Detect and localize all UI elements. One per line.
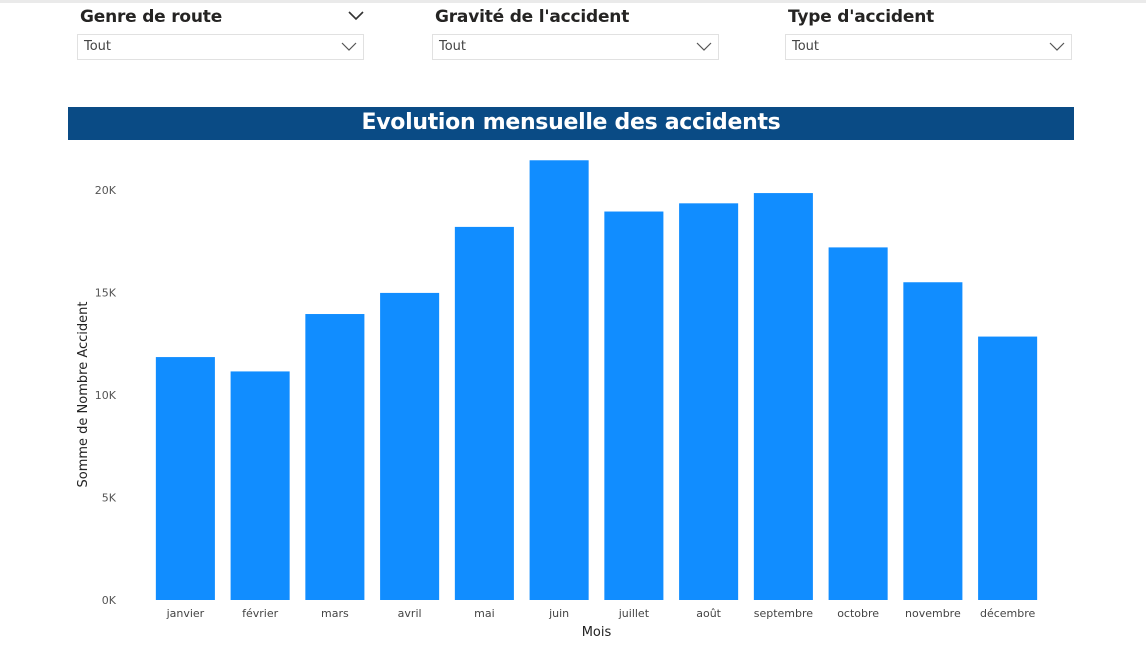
slicer-selected-value: Tout <box>439 39 467 54</box>
slicer-selected-value: Tout <box>792 39 820 54</box>
slicer-dropdown[interactable]: Tout <box>77 34 364 60</box>
bar-octobre[interactable] <box>828 247 888 600</box>
x-tick-label: mars <box>321 607 349 620</box>
x-tick-label: avril <box>398 607 422 620</box>
y-axis-label: Somme de Nombre Accident <box>76 302 91 488</box>
chevron-down-icon <box>1049 42 1065 51</box>
y-tick-label: 10K <box>95 389 117 402</box>
slicer-title: Gravité de l'accident <box>435 7 630 27</box>
bar-mai[interactable] <box>454 226 514 600</box>
x-tick-label: mai <box>474 607 495 620</box>
slicer-dropdown[interactable]: Tout <box>432 34 719 60</box>
x-tick-label: juin <box>548 607 569 620</box>
slicer-header: Gravité de l'accident <box>432 6 722 32</box>
slicer-header: Genre de route <box>77 6 367 32</box>
y-tick-label: 5K <box>102 492 117 505</box>
y-tick-label: 20K <box>95 184 117 197</box>
x-tick-label: novembre <box>905 607 961 620</box>
x-tick-label: janvier <box>166 607 205 620</box>
bar-avril[interactable] <box>380 292 440 600</box>
top-border <box>0 0 1146 3</box>
chart-title: Evolution mensuelle des accidents <box>68 107 1074 140</box>
chevron-down-icon <box>341 42 357 51</box>
bar-août[interactable] <box>679 203 739 600</box>
slicer-selected-value: Tout <box>84 39 112 54</box>
bar-décembre[interactable] <box>978 336 1038 600</box>
bar-novembre[interactable] <box>903 282 963 600</box>
x-tick-label: septembre <box>754 607 814 620</box>
bar-septembre[interactable] <box>753 193 813 600</box>
x-tick-label: décembre <box>980 607 1036 620</box>
slicer-type-accident: Type d'accident Tout <box>785 6 1075 60</box>
x-axis-ticks: janvier février mars avril mai juin juillet aoû… <box>166 607 1036 620</box>
slicer-genre-de-route: Genre de route Tout <box>77 6 367 60</box>
x-tick-label: octobre <box>837 607 879 620</box>
y-axis-ticks: 0K 5K 10K 15K 20K <box>95 184 117 607</box>
y-tick-label: 15K <box>95 287 117 300</box>
x-tick-label: août <box>696 607 721 620</box>
chevron-down-icon <box>696 42 712 51</box>
bar-janvier[interactable] <box>155 357 215 600</box>
chevron-down-icon[interactable] <box>347 8 365 24</box>
bar-juin[interactable] <box>529 160 589 600</box>
y-tick-label: 0K <box>102 594 117 607</box>
slicer-title: Genre de route <box>80 7 223 27</box>
bar-février[interactable] <box>230 371 290 600</box>
slicer-dropdown[interactable]: Tout <box>785 34 1072 60</box>
x-tick-label: février <box>242 607 278 620</box>
bar-mars[interactable] <box>305 314 365 600</box>
slicer-gravite-accident: Gravité de l'accident Tout <box>432 6 722 60</box>
bars <box>155 160 1038 600</box>
slicer-header: Type d'accident <box>785 6 1075 32</box>
bar-juillet[interactable] <box>604 211 664 600</box>
x-tick-label: juillet <box>618 607 650 620</box>
slicer-title: Type d'accident <box>788 7 935 27</box>
x-axis-label: Mois <box>582 625 612 640</box>
